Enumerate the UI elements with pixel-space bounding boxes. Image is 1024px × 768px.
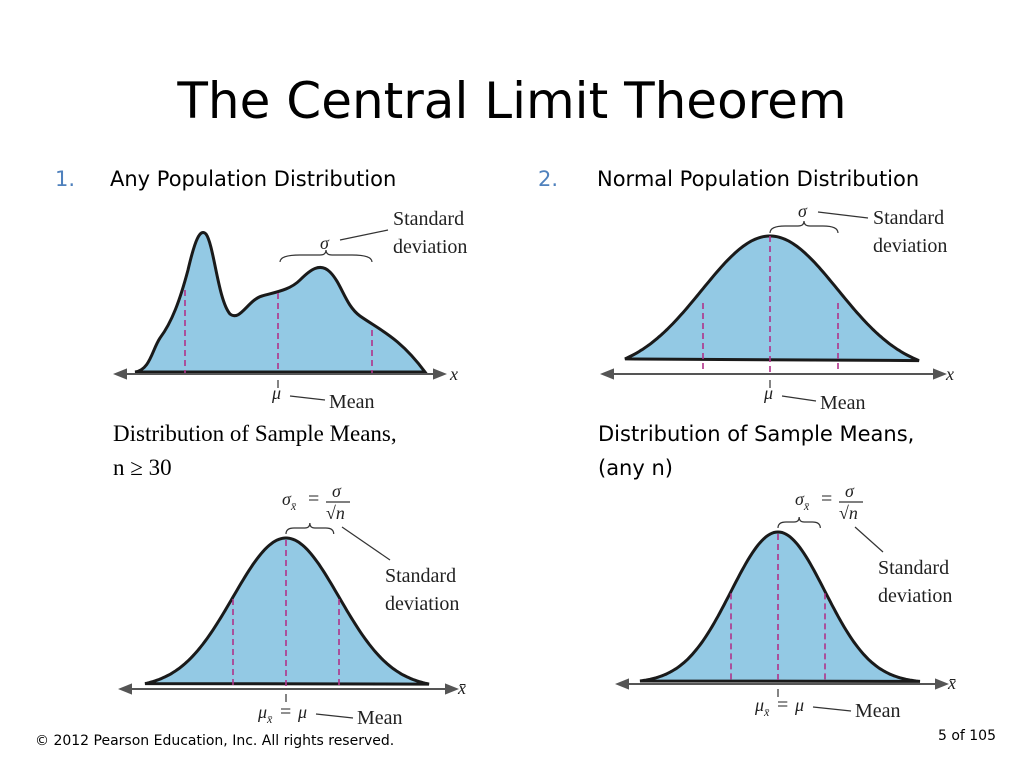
distribution-curve (624, 234, 920, 363)
equals: = (821, 488, 832, 510)
distribution-curve (639, 530, 921, 683)
sd-label: Standard (385, 565, 456, 587)
mu: μ (763, 383, 773, 403)
distribution-curve (134, 231, 428, 374)
sigma: σ (320, 233, 330, 253)
title: The Central Limit Theorem (176, 72, 846, 130)
axis-label: x (945, 364, 954, 384)
formula: σx̄ (795, 489, 810, 513)
numerator: σ (845, 481, 855, 501)
numerator: σ (332, 481, 342, 501)
sigma: σ (798, 201, 808, 221)
sd-label: Standard (878, 557, 949, 579)
copyright: © 2012 Pearson Education, Inc. All right… (35, 733, 394, 749)
population-diagram (113, 229, 447, 401)
population-diagram (600, 211, 947, 402)
distribution-curve (144, 536, 430, 686)
sd-label: deviation (878, 585, 952, 607)
mean-formula: μx̄ (754, 695, 770, 719)
mu: μ (794, 695, 804, 715)
mean-label: Mean (357, 707, 403, 729)
sigma: σ (795, 489, 805, 509)
mean-label: Mean (329, 391, 375, 413)
page-number: 5 of 105 (938, 728, 996, 744)
caption: n ≥ 30 (113, 455, 172, 480)
axis-label: x̄ (947, 673, 956, 693)
formula: σx̄ (282, 489, 297, 513)
subscript: x̄ (763, 705, 770, 719)
sd-label: Standard (873, 207, 944, 229)
leader (817, 211, 869, 219)
denominator: √n (326, 503, 345, 523)
brace (769, 220, 839, 234)
mean-formula: μx̄ (257, 702, 273, 726)
mu: μ (297, 702, 307, 722)
mean-label: Mean (855, 700, 901, 722)
caption: Distribution of Sample Means, (598, 422, 914, 446)
equals: = (777, 694, 788, 716)
item-number: 2. (538, 167, 558, 191)
mu: μ (257, 702, 267, 722)
leader (812, 706, 852, 712)
leader (339, 229, 389, 241)
sd-label: deviation (873, 235, 947, 257)
leader (289, 395, 326, 401)
brace (285, 522, 335, 535)
brace (777, 516, 821, 529)
axis-label: x (449, 364, 458, 384)
equals: = (308, 488, 319, 510)
sd-label: deviation (393, 236, 467, 258)
brace (279, 249, 373, 263)
leader (781, 395, 817, 402)
mu: μ (271, 383, 281, 403)
denominator: √n (839, 503, 858, 523)
mu: μ (754, 695, 764, 715)
subscript: x̄ (803, 499, 810, 513)
item-number: 1. (55, 167, 75, 191)
axis-label: x̄ (457, 678, 466, 698)
sd-label: Standard (393, 208, 464, 230)
leader (315, 713, 354, 719)
sigma: σ (282, 489, 292, 509)
subscript: x̄ (290, 499, 297, 513)
equals: = (280, 701, 291, 723)
caption: Distribution of Sample Means, (113, 421, 397, 446)
caption: (any n) (598, 456, 673, 480)
item-heading: Normal Population Distribution (597, 167, 919, 191)
subscript: x̄ (266, 712, 273, 726)
item-heading: Any Population Distribution (110, 167, 396, 191)
sd-label: deviation (385, 593, 459, 615)
leader (854, 526, 884, 553)
mean-label: Mean (820, 392, 866, 414)
leader (341, 526, 391, 561)
